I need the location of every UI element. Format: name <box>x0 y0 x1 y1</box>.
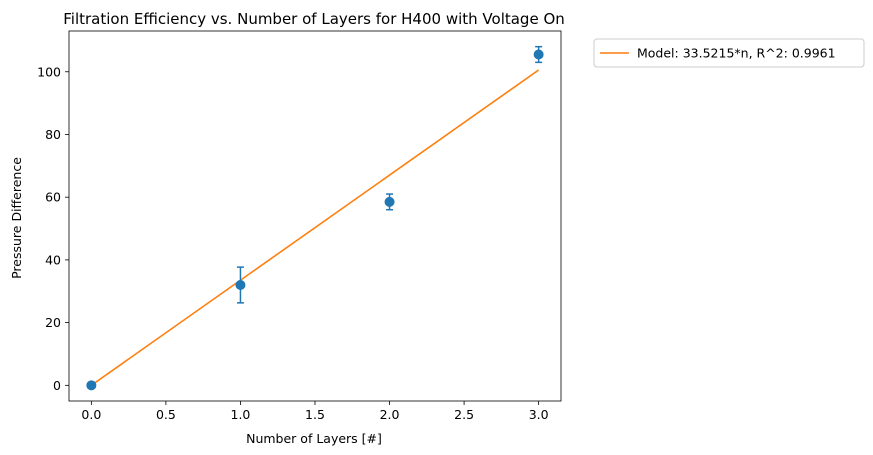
y-tick-label: 0 <box>53 378 61 393</box>
data-point <box>533 49 544 60</box>
x-tick-label: 1.0 <box>231 407 251 422</box>
y-tick-label: 60 <box>45 190 61 205</box>
x-tick-label: 2.5 <box>454 407 474 422</box>
legend-box <box>593 38 865 68</box>
data-point <box>384 196 395 207</box>
y-tick-label: 20 <box>45 315 61 330</box>
x-tick-label: 1.5 <box>305 407 325 422</box>
y-tick-label: 40 <box>45 252 61 267</box>
plot-frame <box>68 30 562 402</box>
data-point <box>86 380 97 391</box>
x-axis-title: Number of Layers [#] <box>246 431 382 446</box>
y-axis-title: Pressure Difference <box>9 157 24 279</box>
plot-area: 0.0 0.5 1.0 1.5 2.0 2.5 3.0 0 20 40 60 80 100 <box>37 30 562 422</box>
chart-title: Filtration Efficiency vs. Number of Laye… <box>63 10 565 28</box>
data-point <box>235 279 246 290</box>
legend: Model: 33.5215*n, R^2: 0.9961 <box>593 38 865 68</box>
y-tick-label: 80 <box>45 127 61 142</box>
series-line-model <box>90 69 540 386</box>
legend-label-model: Model: 33.5215*n, R^2: 0.9961 <box>637 46 836 61</box>
x-tick-label: 3.0 <box>529 407 549 422</box>
x-tick-label: 0.0 <box>81 407 101 422</box>
x-tick-label: 2.0 <box>380 407 400 422</box>
y-tick-label: 100 <box>37 64 61 79</box>
x-tick-label: 0.5 <box>156 407 176 422</box>
